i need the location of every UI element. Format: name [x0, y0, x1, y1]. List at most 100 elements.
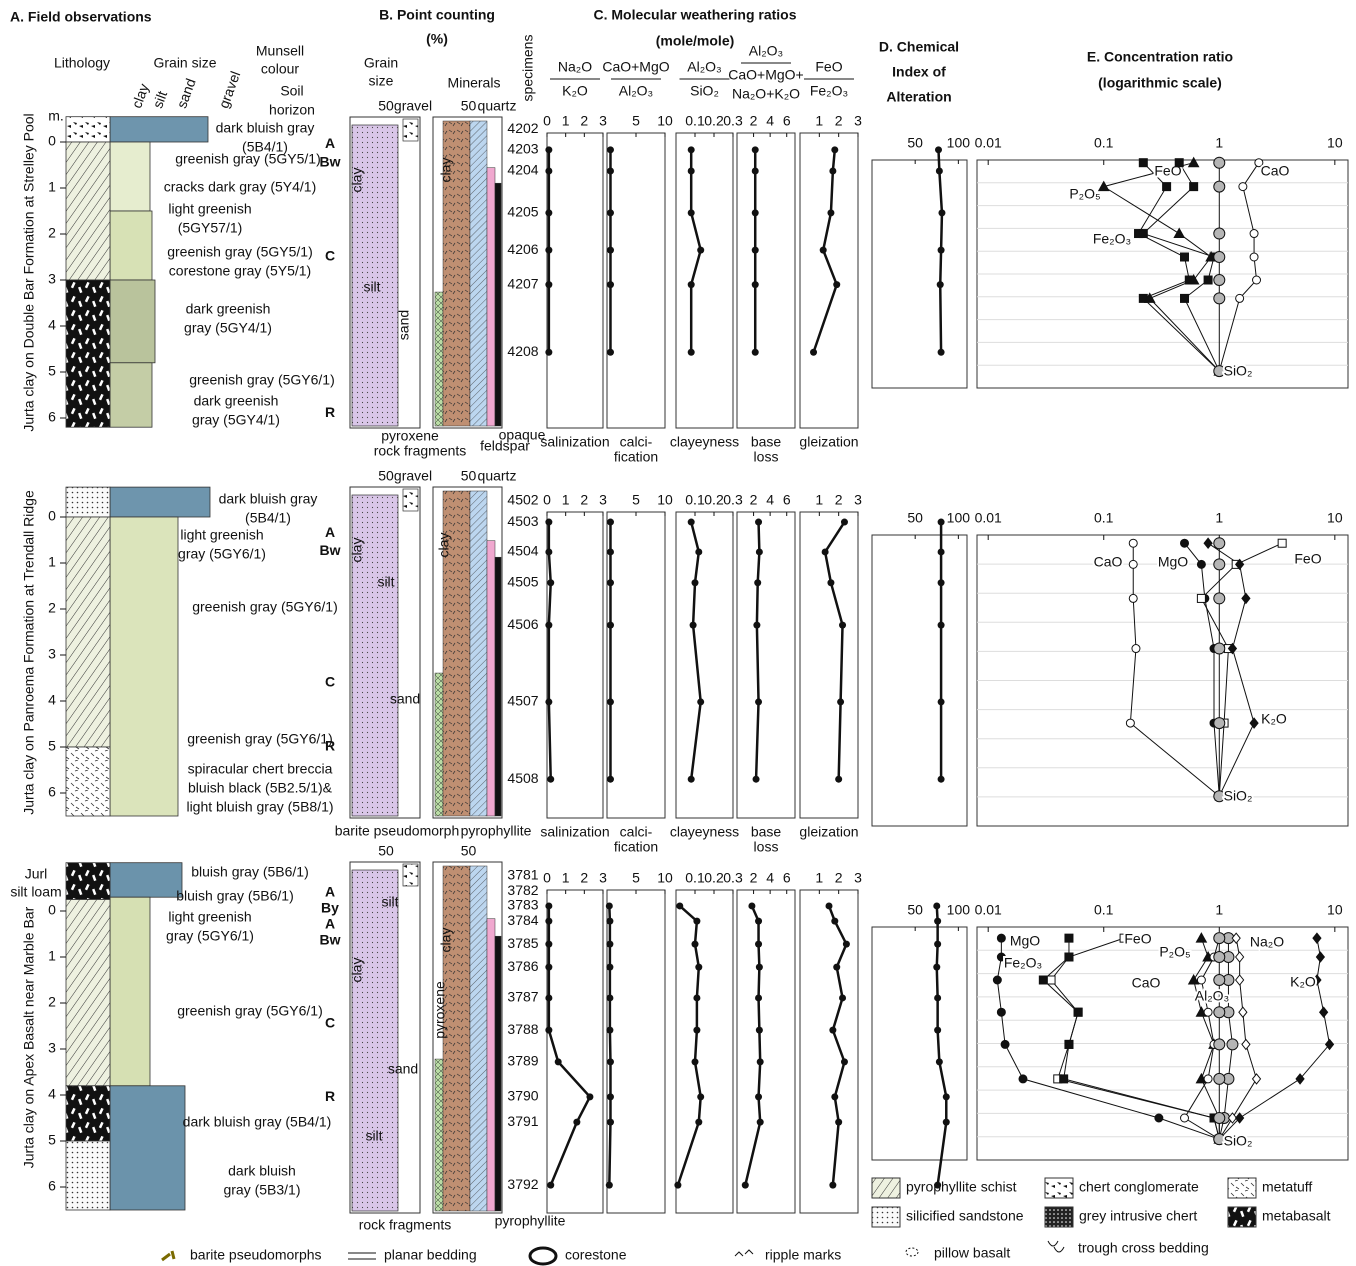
ratio-point	[752, 209, 759, 216]
ratio-point	[607, 776, 614, 783]
munsell-description: dark bluish	[228, 1163, 296, 1179]
ratio-point	[841, 1058, 848, 1065]
x-tick-label: 0	[543, 492, 551, 508]
label: silt	[377, 574, 394, 590]
point	[1065, 953, 1073, 961]
legend-label: trough cross bedding	[1078, 1240, 1209, 1256]
legend-label: barite pseudomorphs	[190, 1247, 322, 1263]
label: pyrophyllite	[461, 823, 532, 839]
x-tick-label: 10	[1327, 510, 1343, 526]
x-tick-label: 3	[599, 870, 607, 886]
ratio-point	[607, 349, 614, 356]
point	[1181, 253, 1189, 261]
label: SiO₂	[690, 83, 719, 99]
ratio-point	[606, 941, 613, 948]
depth-tick-label: 0	[48, 133, 56, 149]
munsell-description: greenish gray (5GY6/1)	[192, 599, 338, 615]
point	[1227, 1039, 1238, 1050]
ratio-name: salinization	[540, 824, 609, 840]
legend-label: pyrophyllite schist	[906, 1179, 1017, 1195]
ratio-point	[697, 1093, 704, 1100]
munsell-description: light greenish	[168, 201, 251, 217]
label: sand	[173, 76, 198, 110]
ratio-point	[697, 247, 704, 254]
panel-title: A. Field observations	[10, 9, 152, 25]
specimen-id: 3783	[507, 897, 538, 913]
point	[1214, 1039, 1225, 1050]
panel-title: (%)	[426, 31, 448, 47]
label: Na₂O+K₂O	[732, 86, 800, 102]
label: Soil	[280, 83, 303, 99]
cia-point	[937, 281, 944, 288]
point	[1214, 275, 1225, 286]
label: 50	[378, 843, 394, 859]
munsell-description: bluish gray (5B6/1)	[176, 888, 294, 904]
depth-tick-label: 1	[48, 554, 56, 570]
munsell-description: dark bluish gray	[216, 120, 315, 136]
munsell-description: greenish gray (5GY6/1)	[189, 372, 335, 388]
legend-swatch	[1228, 1207, 1256, 1227]
munsell-description: (5GY57/1)	[178, 220, 243, 236]
ratio-line	[829, 906, 846, 1185]
label: colour	[261, 61, 299, 77]
ratio-point	[607, 548, 614, 555]
x-tick-label: 5	[632, 113, 640, 129]
x-tick-label: 3	[599, 492, 607, 508]
label: Munsell	[256, 43, 304, 59]
point	[1060, 1075, 1068, 1083]
cia-line	[937, 906, 947, 1185]
point	[1250, 718, 1258, 728]
ratio-point	[545, 902, 552, 909]
ratio-point	[693, 918, 700, 925]
point	[1019, 1075, 1027, 1083]
panel-title: Alteration	[886, 89, 951, 105]
x-tick-label: 0.3	[723, 870, 743, 886]
horizon-label: A	[325, 883, 335, 899]
specimen-id: 3791	[507, 1113, 538, 1129]
series-label: MgO	[1158, 554, 1188, 570]
x-tick-label: 4	[766, 113, 774, 129]
gravel-fill	[403, 864, 418, 886]
ratio-line	[549, 906, 590, 1185]
depth-tick-label: 2	[48, 600, 56, 616]
x-tick-label: 50	[907, 510, 923, 526]
mineral-fill	[495, 936, 501, 1211]
label: silt	[365, 1128, 382, 1144]
x-tick-label: 50	[907, 135, 923, 151]
cia-box	[872, 535, 967, 826]
label: size	[369, 73, 394, 89]
ratio-point	[607, 1093, 614, 1100]
ratio-point	[607, 622, 614, 629]
label: 50	[461, 843, 477, 859]
ratio-box	[607, 512, 665, 818]
grain-size-column	[110, 897, 150, 1086]
label: Al₂O₃	[687, 59, 721, 75]
series-label: FeO	[1124, 931, 1151, 947]
label: specimens	[520, 35, 536, 102]
grain-size-column	[110, 863, 182, 898]
legend-symbol	[162, 1251, 174, 1260]
point	[1181, 1114, 1189, 1122]
point	[1196, 933, 1206, 942]
horizon-label: A	[325, 135, 335, 151]
label: Minerals	[448, 75, 501, 91]
cia-point	[934, 994, 941, 1001]
ratio-point	[690, 622, 697, 629]
conc-line	[1208, 543, 1254, 796]
ratio-point	[586, 1093, 593, 1100]
specimen-id: 3782	[507, 882, 538, 898]
x-tick-label: 0	[543, 113, 551, 129]
point	[1320, 1007, 1328, 1017]
grain-size-column	[110, 211, 152, 280]
ratio-name: gleization	[799, 824, 858, 840]
conc-line	[1043, 938, 1219, 1139]
x-tick-label: 2	[580, 113, 588, 129]
lithology-column	[66, 1086, 110, 1141]
label: 50	[461, 468, 477, 484]
legend-swatch	[1045, 1207, 1073, 1227]
ratio-name: clayeyness	[670, 824, 739, 840]
specimen-id: 4506	[507, 616, 538, 632]
x-tick-label: 0.1	[685, 492, 705, 508]
label: Na₂O	[558, 59, 592, 75]
ratio-point	[755, 1093, 762, 1100]
